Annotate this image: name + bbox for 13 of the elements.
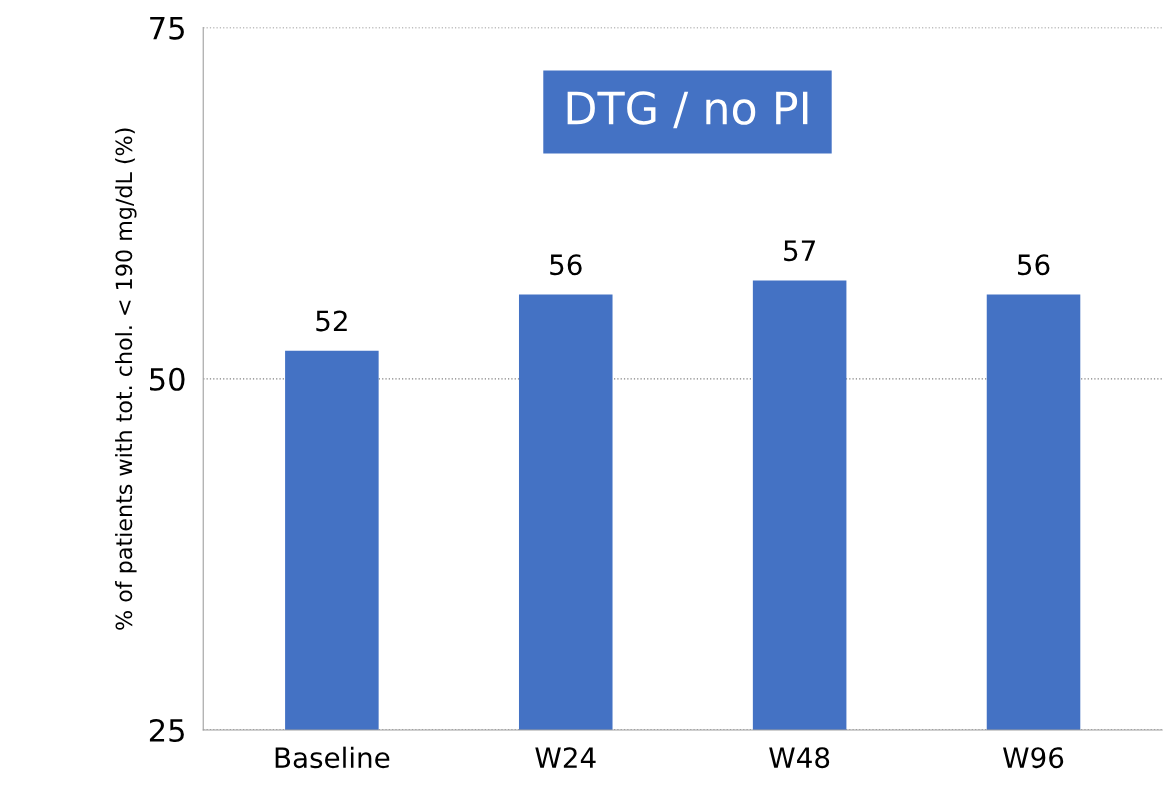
y-tick-label: 75 [150, 16, 184, 40]
y-axis-title: % of patients with tot. chol. < 190 mg/dL (%) [115, 128, 137, 630]
data-label: 56 [550, 254, 582, 276]
data-label: 56 [1017, 254, 1050, 276]
y-tick-label: 25 [149, 718, 184, 743]
y-tick-label: 50 [150, 367, 185, 391]
data-label: 57 [784, 240, 815, 262]
data-label: 52 [316, 310, 347, 332]
x-tick-label: W96 [1003, 747, 1064, 769]
x-tick-label: W24 [535, 747, 596, 768]
x-tick-label: Baseline [275, 746, 390, 769]
text: DTG / no PI [567, 91, 808, 129]
x-tick-label: W48 [769, 747, 830, 769]
